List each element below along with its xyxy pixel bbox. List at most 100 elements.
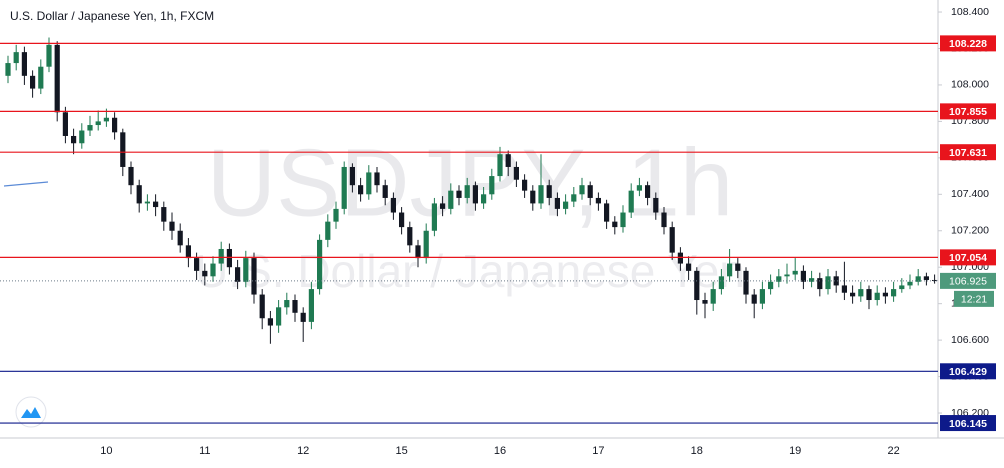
candle-body (718, 276, 724, 290)
candle-body (103, 117, 109, 122)
candle-body (571, 194, 577, 202)
candle-body (300, 312, 306, 322)
candle-body (866, 289, 872, 301)
candle-body (71, 135, 77, 144)
x-tick-label: 17 (592, 445, 604, 457)
x-tick-label: 16 (494, 445, 506, 457)
candle-body (349, 166, 355, 186)
candle-body (481, 194, 487, 204)
candle-body (645, 185, 651, 198)
candle-body (604, 203, 610, 222)
level-badge (940, 35, 996, 52)
candle-body (891, 289, 897, 297)
candle-body (563, 201, 569, 209)
countdown-badge (954, 290, 994, 307)
candle-body (95, 121, 101, 126)
candle-body (317, 239, 323, 290)
candle-body (185, 245, 191, 259)
candle-body (825, 276, 831, 290)
candle-body (743, 270, 749, 295)
candle-body (727, 263, 733, 277)
last-price-badge (940, 272, 996, 289)
candle-body (759, 289, 765, 304)
watermark-subtitle: U.S. Dollar / Japanese Yen (195, 245, 745, 297)
candle-body (792, 270, 798, 275)
candle-body (38, 66, 44, 89)
candle-body (226, 248, 232, 268)
candle-body (112, 117, 118, 133)
level-badge (940, 415, 996, 432)
watermark: USDJPY, 1h (207, 129, 734, 236)
candle-body (87, 125, 93, 131)
candle-body (628, 190, 634, 213)
y-tick-label: 108.000 (951, 79, 989, 91)
candle-body (735, 263, 741, 271)
candle-body (800, 270, 806, 282)
logo-circle (15, 396, 47, 428)
candle-body (497, 154, 503, 177)
candle-body (505, 154, 511, 167)
candle-body (79, 130, 85, 144)
candle-body (267, 318, 273, 326)
candle-body (423, 230, 429, 259)
candle-body (440, 203, 446, 209)
candle-body (177, 230, 183, 246)
trend-line-drawing (3, 181, 49, 187)
candle-body (858, 289, 864, 297)
candle-body (612, 221, 618, 228)
last-price-label: 106.925 (949, 276, 987, 288)
candle-body (374, 172, 380, 186)
candle-body (882, 292, 888, 297)
candle-body (407, 227, 413, 246)
candle-body (431, 203, 437, 231)
candle-body (915, 276, 921, 282)
level-label: 106.429 (949, 366, 987, 378)
candle-body (54, 44, 60, 113)
candle-body (702, 300, 708, 304)
candle-body (710, 289, 716, 304)
candle-body (669, 227, 675, 253)
candle-body (366, 172, 372, 195)
candle-body (472, 185, 478, 204)
candle-body (489, 176, 495, 195)
level-label: 107.631 (949, 147, 987, 159)
countdown-label: 12:21 (961, 294, 987, 306)
candle-body (899, 285, 905, 290)
candle-body (46, 44, 52, 67)
y-tick-label: 107.200 (951, 225, 989, 237)
plot (5, 37, 938, 344)
candle-body (587, 185, 593, 198)
x-tick-label: 19 (789, 445, 801, 457)
candle-body (530, 190, 536, 204)
candle-body (850, 292, 856, 297)
candle-body (817, 278, 823, 290)
level-label: 108.228 (949, 38, 987, 50)
candle-body (677, 252, 683, 264)
x-tick-label: 15 (395, 445, 407, 457)
logo-mark (21, 407, 41, 418)
candle-body (218, 248, 224, 264)
candle-body (276, 307, 282, 326)
candle-body (907, 281, 913, 286)
logo (15, 396, 47, 428)
candle-body (243, 258, 249, 282)
candle-body (210, 263, 216, 277)
level-label: 107.054 (949, 252, 987, 264)
candle-body (5, 63, 11, 76)
candle-body (546, 185, 552, 198)
candle-body (456, 190, 462, 198)
candle-body (620, 212, 626, 228)
candle-body (153, 201, 159, 208)
candle-body (448, 190, 454, 209)
candle-body (653, 197, 659, 213)
candle-body (259, 294, 265, 319)
candle-body (202, 270, 208, 277)
candle-body (390, 197, 396, 213)
candle-body (538, 185, 544, 204)
y-tick-label: 108.400 (951, 6, 989, 18)
candle-body (13, 52, 19, 64)
x-tick-label: 12 (297, 445, 309, 457)
level-badge (940, 144, 996, 161)
candle-body (464, 185, 470, 198)
